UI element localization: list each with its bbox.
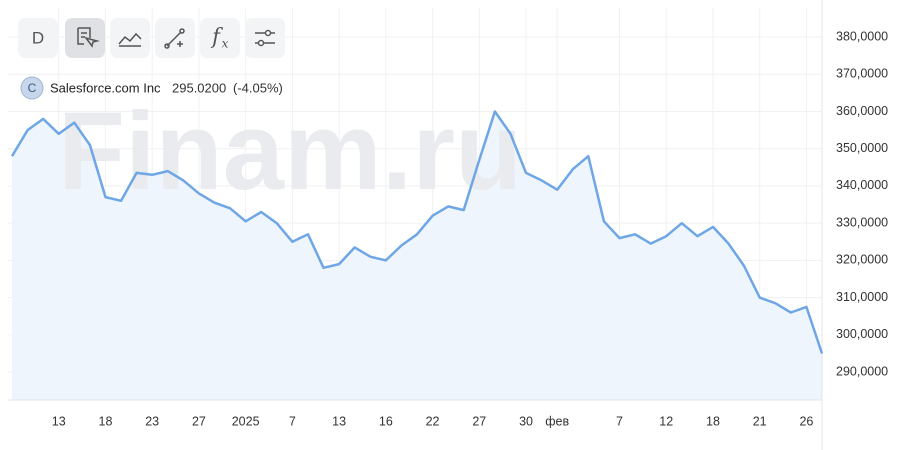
symbol-badge-letter: C [28,81,37,95]
y-tick-label: 300,0000 [836,327,888,341]
chart-type-icon [118,32,142,47]
x-tick-label: 27 [192,414,206,428]
x-tick-label: 16 [379,414,393,428]
x-tick-label: 2025 [232,414,260,428]
x-tick-label: 22 [426,414,440,428]
x-tick-label: 12 [659,414,673,428]
plot-area [8,8,822,400]
line [10,110,824,354]
y-tick-label: 370,0000 [836,67,888,81]
indicators-x: x [222,37,229,51]
x-tick-label: 27 [472,414,486,428]
y-tick-label: 320,0000 [836,253,888,267]
symbol-badge [20,76,44,100]
x-tick-label: 18 [99,414,113,428]
y-tick-label: 290,0000 [836,364,888,378]
draw-mode-icon [77,27,100,48]
x-tick-label: 30 [519,414,533,428]
x-tick-label: 13 [332,414,346,428]
y-tick-label: 310,0000 [836,290,888,304]
x-tick-label: 7 [289,414,296,428]
indicators-button[interactable] [200,18,240,58]
drawing-tools-icon [166,31,183,47]
x-tick-label: 7 [616,414,623,428]
area [12,111,822,400]
x-tick-label: 21 [753,414,767,428]
watermark: Finam.ru [58,90,523,213]
settings-button[interactable] [245,18,285,58]
timeframe-label: D [32,28,44,47]
chart-type-button[interactable] [110,18,150,58]
y-tick-label: 340,0000 [836,178,888,192]
x-tick-label: 18 [706,414,720,428]
timeframe-button[interactable] [18,18,58,58]
settings-icon-knob [257,39,265,47]
indicators-f: f [210,25,223,49]
instrument-name: Salesforce.com Inc [50,80,161,95]
y-tick-label: 330,0000 [836,215,888,229]
settings-icon-knob [264,29,272,37]
y-tick-label: 380,0000 [836,29,888,43]
x-tick-label: 23 [145,414,159,428]
drawing-tools-icon-dot [179,28,185,34]
drawing-tools-icon-dot [164,43,170,49]
price-change: (-4.05%) [233,80,283,95]
x-tick-label: 13 [52,414,66,428]
toolbar: D f x [18,18,285,58]
y-tick-label: 350,0000 [836,141,888,155]
legend: C Salesforce.com Inc 295.0200 (-4.05%) [20,76,283,100]
last-price: 295.0200 [172,80,226,95]
x-tick-label: фев [545,414,569,428]
y-tick-label: 360,0000 [836,104,888,118]
draw-mode-button[interactable] [65,18,105,58]
x-tick-label: 26 [799,414,813,428]
